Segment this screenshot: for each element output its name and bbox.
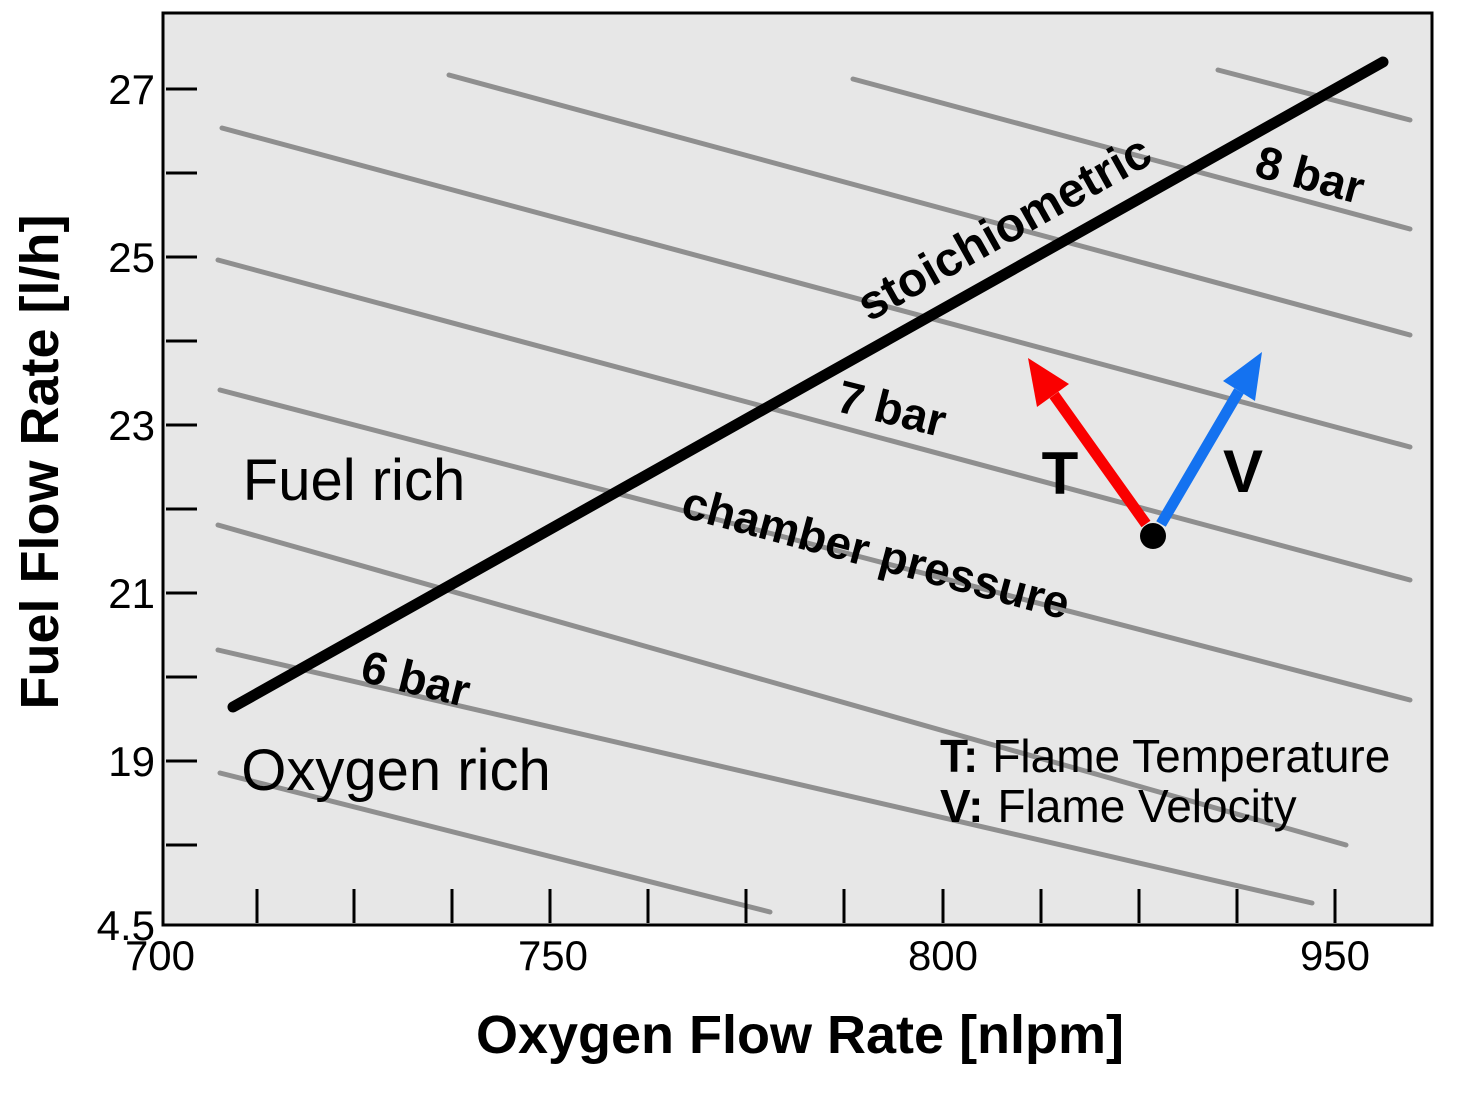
y-axis-ticks (166, 87, 197, 847)
velocity-arrow (1156, 352, 1262, 527)
legend-temperature-entry: T: Flame Temperature (940, 730, 1390, 782)
x-tick-label-700: 700 (125, 932, 195, 979)
plot-border (161, 11, 1434, 927)
temperature-arrow-shaft (1049, 391, 1151, 528)
legend: T: Flame Temperature V: Flame Velocity (940, 730, 1390, 832)
y-tick-label-27: 27 (108, 66, 155, 113)
v-vector-label: V (1223, 438, 1263, 505)
legend-velocity-text: Flame Velocity (997, 780, 1296, 832)
legend-velocity-key: V: (940, 780, 983, 832)
legend-temperature-key: T: (940, 730, 978, 782)
isobar-line-7bar (215, 257, 1413, 583)
y-tick-label-25: 25 (108, 234, 155, 281)
isobar-line (446, 72, 1413, 338)
y-tick-label-19: 19 (108, 738, 155, 785)
plot-area (163, 13, 1432, 925)
legend-velocity-entry: V: Flame Velocity (940, 780, 1297, 832)
isobar-line-6bar (215, 647, 1315, 906)
temperature-arrowhead-icon (1028, 358, 1069, 407)
operating-point-dot (1140, 523, 1166, 549)
legend-temperature-text: Flame Temperature (992, 730, 1390, 782)
isobar-line-chamber-pressure (217, 387, 1413, 703)
oxygen-rich-label: Oxygen rich (241, 738, 550, 803)
y-tick-label-21: 21 (108, 570, 155, 617)
x-tick-label-800: 800 (908, 932, 978, 979)
x-axis-title: Oxygen Flow Rate [nlpm] (476, 1005, 1124, 1065)
x-axis-ticks (255, 889, 1337, 923)
isobar-lines (215, 67, 1413, 915)
y-axis-title: Fuel Flow Rate [l/h] (10, 215, 70, 710)
y-tick-label-23: 23 (108, 402, 155, 449)
isobar-line-8bar (850, 76, 1413, 232)
x-tick-label-950: 950 (1300, 932, 1370, 979)
y-origin-label: 4.5 (97, 902, 155, 949)
x-tick-label-750: 750 (518, 932, 588, 979)
stoichiometric-line (227, 56, 1389, 713)
temperature-arrow (1028, 358, 1151, 528)
t-vector-label: T (1042, 440, 1079, 507)
isobar-line (217, 770, 773, 915)
isobar-line (215, 522, 1349, 848)
velocity-arrow-shaft (1156, 388, 1244, 527)
isobar-line (219, 125, 1413, 450)
velocity-arrowhead-icon (1223, 352, 1262, 401)
fuel-rich-label: Fuel rich (243, 448, 465, 513)
